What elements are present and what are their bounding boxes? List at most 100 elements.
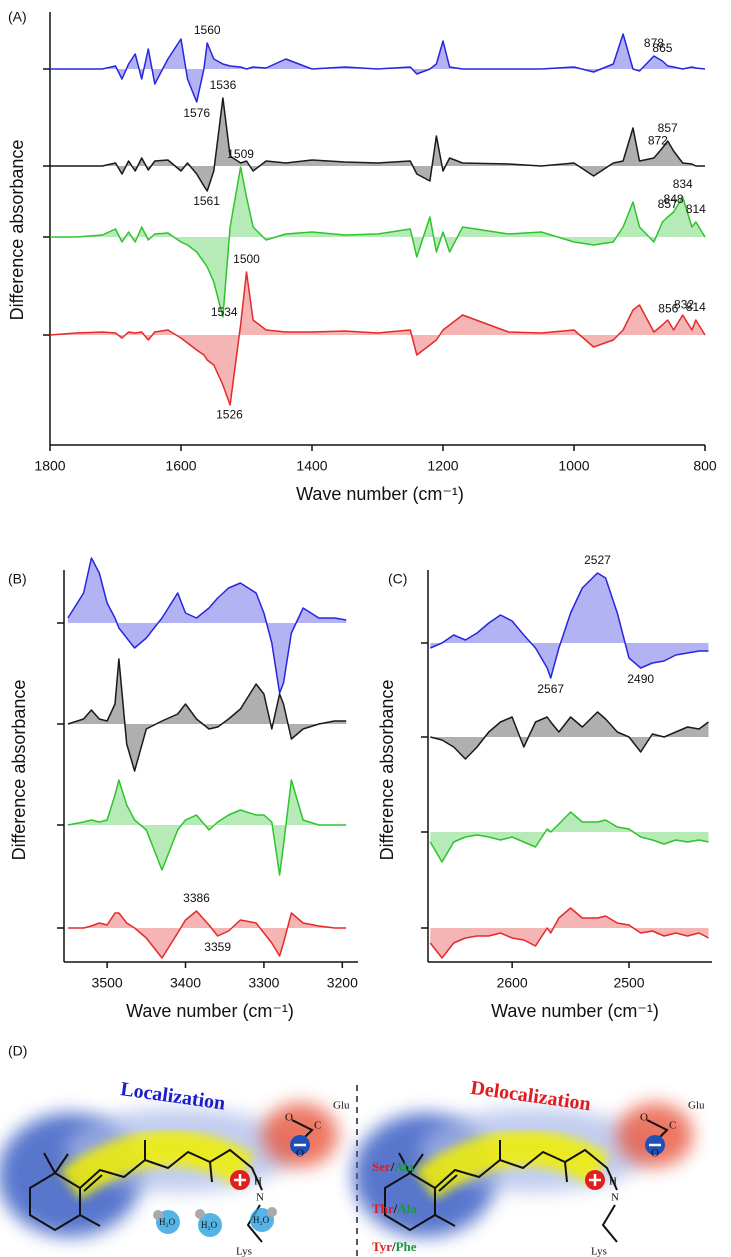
area (67, 558, 347, 693)
waters (153, 1207, 277, 1237)
bond (209, 1161, 213, 1183)
area (50, 34, 705, 102)
x-axis-label: Wave number (cm⁻¹) (491, 1001, 659, 1021)
area (50, 98, 705, 191)
x-tick-label: 1400 (296, 458, 327, 474)
line (67, 658, 347, 772)
area (430, 812, 709, 862)
water-label: H₂O (253, 1215, 270, 1225)
water-label: H₂O (159, 1217, 176, 1227)
peak-label: 1536 (210, 78, 237, 92)
peak-label: 1560 (194, 23, 221, 37)
residue: Ser (372, 1159, 391, 1174)
double-bond (83, 1174, 103, 1192)
residue: Tyr (372, 1239, 392, 1254)
peak-label: 1561 (193, 194, 220, 208)
atom: O (296, 1148, 304, 1160)
peak-label: 857 (658, 121, 678, 135)
line (67, 779, 347, 876)
peak-label: 1509 (227, 147, 254, 161)
line (430, 711, 709, 760)
atom: N (256, 1192, 264, 1204)
h-atom (153, 1210, 163, 1220)
x-tick-label: 1200 (427, 458, 458, 474)
bond (54, 1153, 69, 1174)
y-axis-label: Difference absorbance (7, 140, 27, 321)
plus (234, 1174, 246, 1186)
molecule-left (0, 1103, 338, 1243)
peak-label: 865 (652, 41, 672, 55)
base-label: Lys (591, 1246, 607, 1257)
peak-label: 814 (686, 202, 706, 216)
x-tick-label: 1000 (558, 458, 589, 474)
area (67, 659, 347, 771)
residue: Thr (372, 1201, 394, 1216)
mutation: Thr/Ala (372, 1201, 417, 1216)
panel-label: (B) (8, 571, 27, 587)
peak-label: 2567 (537, 682, 564, 696)
atom: H (254, 1176, 262, 1188)
area (430, 712, 709, 759)
line (50, 97, 705, 192)
peak-label: 878 (644, 36, 664, 50)
slash: / (390, 1159, 395, 1174)
line (430, 572, 709, 679)
atom: H (609, 1176, 617, 1188)
x-tick-label: 800 (693, 458, 717, 474)
area (67, 911, 347, 958)
slash: / (391, 1239, 396, 1254)
atom: N (611, 1192, 619, 1204)
peak-label: 3359 (204, 940, 231, 954)
peak-label: 872 (648, 134, 668, 148)
peak-label: 2490 (627, 672, 654, 686)
peak-label: 856 (658, 301, 678, 315)
area (50, 272, 705, 405)
chain (79, 1148, 263, 1191)
slash: / (393, 1201, 398, 1216)
atom: O (640, 1112, 648, 1124)
line (429, 811, 709, 863)
water-label: H₂O (201, 1220, 218, 1230)
line (67, 557, 347, 694)
acid-label: Glu (688, 1100, 705, 1112)
line (67, 910, 347, 959)
bond (43, 1152, 56, 1174)
line (50, 166, 706, 318)
x-tick-label: 2600 (497, 975, 528, 991)
x-tick-label: 3500 (92, 975, 123, 991)
panel-label: (A) (8, 9, 27, 25)
bond (79, 1214, 101, 1227)
peak-label: 814 (686, 300, 706, 314)
x-axis-label: Wave number (cm⁻¹) (126, 1001, 294, 1021)
area (50, 167, 705, 317)
peak-label: 857 (658, 197, 678, 211)
x-axis-label: Wave number (cm⁻¹) (296, 484, 464, 504)
x-tick-label: 1600 (165, 458, 196, 474)
line (49, 271, 706, 406)
conjugation (59, 1130, 255, 1200)
atom: C (314, 1120, 321, 1132)
x-tick-label: 3400 (170, 975, 201, 991)
atom: O (285, 1112, 293, 1124)
base-label: Lys (236, 1246, 252, 1257)
peak-label: 834 (673, 177, 693, 191)
x-tick-label: 3200 (327, 975, 358, 991)
peak-label: 2527 (584, 553, 611, 567)
mutant: Phe (396, 1239, 417, 1254)
panel-label: (C) (388, 571, 407, 587)
atom: C (669, 1120, 676, 1132)
h-atom (195, 1209, 205, 1219)
peak-label: 1534 (211, 305, 238, 319)
peak-label: 848 (664, 192, 684, 206)
y-axis-label: Difference absorbance (377, 680, 397, 861)
peak-label: 3386 (183, 891, 210, 905)
mutant: Ala (397, 1201, 417, 1216)
peak-label: 1576 (183, 106, 210, 120)
x-tick-label: 2500 (613, 975, 644, 991)
x-tick-label: 3300 (248, 975, 279, 991)
line (429, 907, 709, 959)
mutation: Tyr/Phe (372, 1239, 417, 1254)
water (198, 1213, 222, 1237)
peak-label: 832 (674, 297, 694, 311)
